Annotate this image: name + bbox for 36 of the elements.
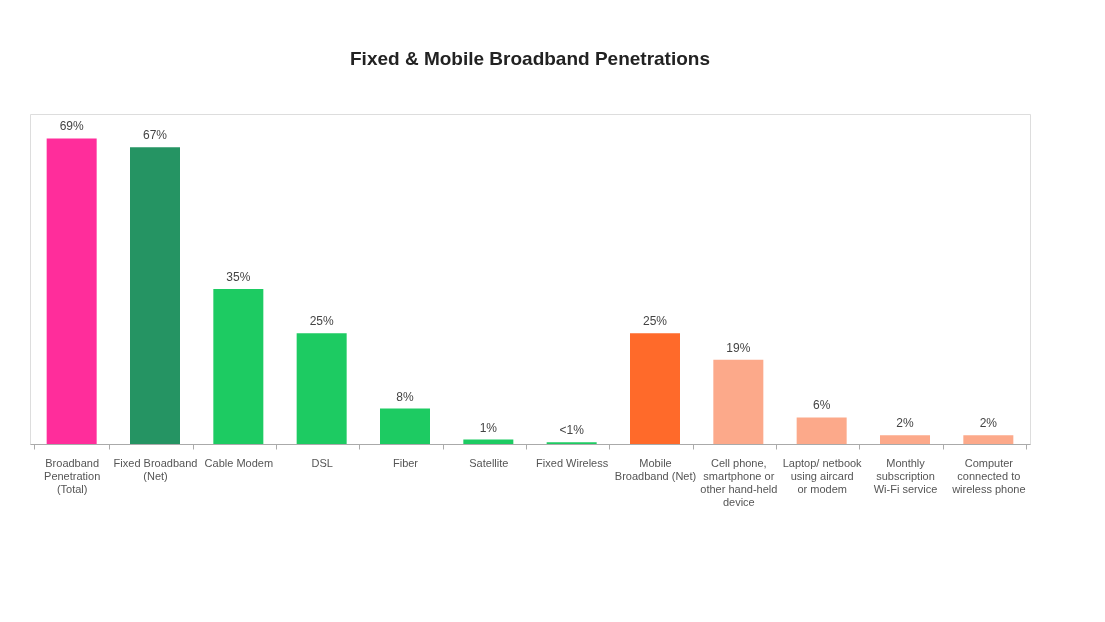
x-tick-label: Fixed Wireless [536, 456, 609, 469]
data-label: 25% [309, 314, 334, 329]
bar [213, 289, 264, 444]
x-tick-label: Cable Modem [204, 456, 274, 469]
data-label: 8% [396, 389, 414, 404]
x-tick-label: Monthly subscription Wi-Fi service [873, 456, 938, 495]
data-label: 6% [812, 398, 831, 413]
chart-title: Fixed & Mobile Broadband Penetrations [350, 48, 710, 69]
bar [380, 408, 430, 444]
data-label: 19% [726, 340, 751, 355]
data-label: 2% [896, 416, 914, 431]
x-tick-label: Broadband Penetration (Total) [44, 456, 101, 495]
data-label: <1% [559, 423, 585, 438]
bar [630, 333, 680, 444]
bar [880, 435, 930, 444]
bar [46, 138, 97, 444]
bar [463, 439, 514, 444]
x-tick-label: Computer connected to wireless phone [951, 456, 1026, 495]
data-label: 35% [226, 270, 251, 285]
bar [713, 359, 764, 444]
x-tick-label: Laptop/ netbook using aircard or modem [782, 456, 863, 495]
bar [963, 435, 1014, 444]
data-label: 25% [642, 314, 668, 329]
bar [130, 147, 180, 444]
data-label: 1% [479, 420, 498, 435]
data-label: 67% [142, 128, 168, 143]
bar [796, 417, 847, 444]
x-tick-label: Mobile Broadband (Net) [614, 456, 697, 482]
data-label: 69% [59, 119, 84, 134]
bar [296, 333, 347, 444]
data-label: 2% [979, 416, 998, 431]
x-tick-label: DSL [311, 456, 333, 469]
x-tick-label: Cell phone, smartphone or other hand-held device [700, 456, 778, 508]
x-tick-label: Fixed Broadband (Net) [113, 456, 198, 482]
x-tick-label: Fiber [392, 456, 419, 469]
x-tick-label: Satellite [469, 456, 509, 469]
